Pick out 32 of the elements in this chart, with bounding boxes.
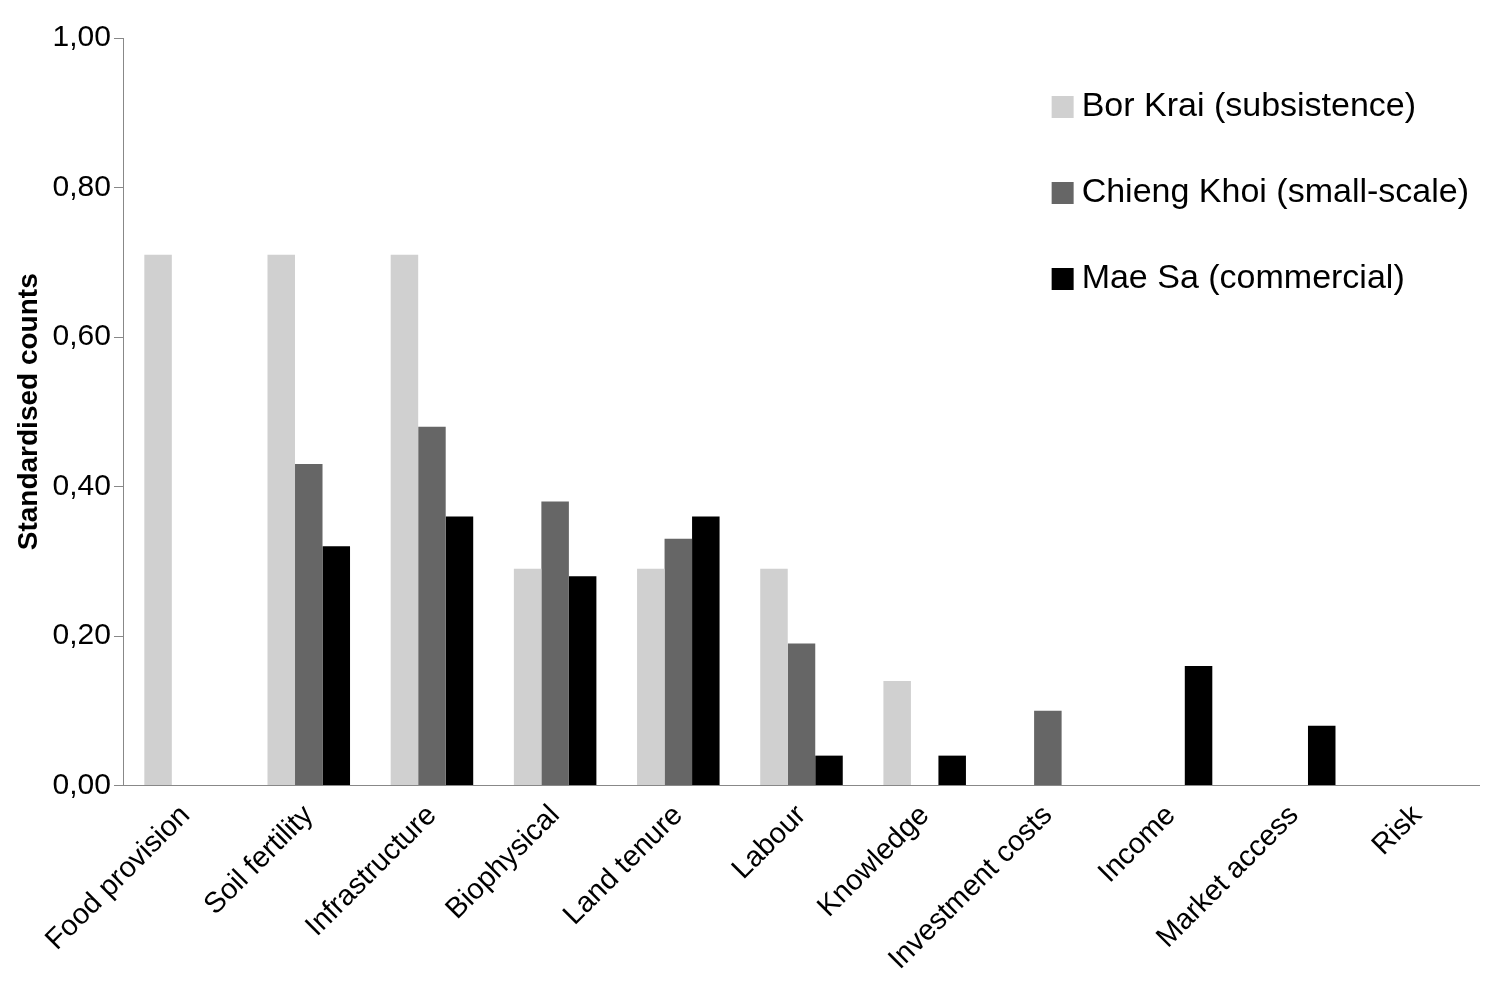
y-tick-label: 0,60 xyxy=(52,318,111,352)
bar xyxy=(883,680,911,786)
bar xyxy=(692,516,720,786)
x-tick-label: Risk xyxy=(1364,797,1428,861)
bar xyxy=(267,254,296,786)
bar xyxy=(541,501,569,786)
bar xyxy=(295,464,323,786)
bar xyxy=(664,538,693,786)
bar xyxy=(513,568,542,786)
y-tick-label: 0,80 xyxy=(52,168,111,202)
bar xyxy=(445,516,474,786)
bar xyxy=(637,568,665,786)
legend-label: Bor Krai (subsistence) xyxy=(1081,85,1417,124)
y-tick-label: 0,00 xyxy=(52,766,111,800)
y-tick-label: 0,40 xyxy=(52,467,111,501)
bar xyxy=(787,643,816,786)
bar xyxy=(418,426,446,786)
legend-label: Chieng Khoi (small-scale) xyxy=(1081,171,1470,210)
legend-label: Mae Sa (commercial) xyxy=(1081,257,1405,296)
bar xyxy=(144,254,172,786)
bar xyxy=(938,755,966,786)
y-axis-title: Standardised counts xyxy=(11,273,43,551)
bar xyxy=(1034,710,1062,786)
bar xyxy=(1184,665,1213,786)
y-tick-label: 1,00 xyxy=(52,19,111,53)
bar xyxy=(1307,725,1336,786)
bar xyxy=(568,576,597,786)
bar xyxy=(390,254,419,786)
bar xyxy=(760,568,788,786)
bar xyxy=(322,546,351,786)
bar xyxy=(815,755,843,786)
y-tick-label: 0,20 xyxy=(52,617,111,651)
